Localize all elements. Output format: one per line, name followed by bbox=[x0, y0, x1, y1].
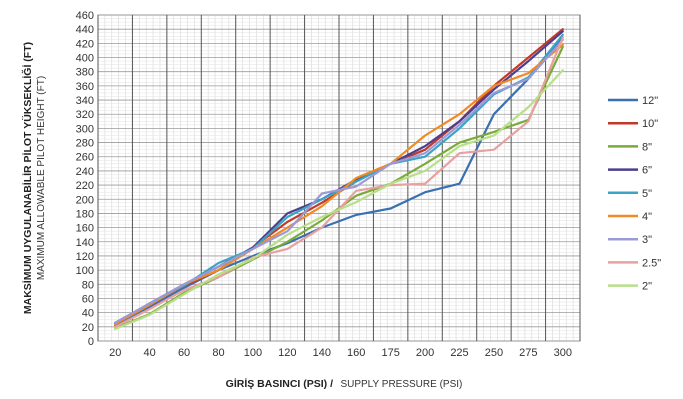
x-axis-ticks: 20 40 60 80 100 120 140 160 175 200 225 250 275 300 bbox=[109, 347, 572, 359]
y-tick-label: 280 bbox=[76, 138, 94, 150]
y-tick-label: 180 bbox=[76, 208, 94, 220]
y-axis-ticks: 0 20 40 60 80 100 120 140 160 180 200 220 240 260 280 3… bbox=[76, 10, 94, 348]
chart-series bbox=[114, 28, 564, 331]
x-tick-label: 20 bbox=[109, 347, 121, 359]
y-tick-label: 420 bbox=[76, 38, 94, 50]
y-tick-label: 400 bbox=[76, 53, 94, 65]
y-tick-label: 120 bbox=[76, 251, 94, 263]
chart-legend: 12" 10" 8" 6" 5" 4" 3" 2.5" 2" bbox=[608, 95, 661, 293]
y-axis-title-primary: MAKSİMUM UYGULANABİLİR PİLOT YÜKSEKLİĞİ … bbox=[21, 42, 34, 314]
y-tick-label: 260 bbox=[76, 152, 94, 164]
y-tick-label: 340 bbox=[76, 95, 94, 107]
y-tick-label: 140 bbox=[76, 237, 94, 249]
legend-label: 3" bbox=[642, 234, 652, 246]
legend-label: 8" bbox=[642, 141, 652, 153]
y-tick-label: 60 bbox=[82, 293, 94, 305]
x-tick-label: 225 bbox=[450, 347, 468, 359]
x-tick-label: 100 bbox=[244, 347, 262, 359]
x-tick-label: 140 bbox=[313, 347, 331, 359]
legend-label: 5" bbox=[642, 188, 652, 200]
legend-label: 12" bbox=[642, 95, 658, 107]
y-tick-label: 440 bbox=[76, 24, 94, 36]
y-tick-label: 460 bbox=[76, 10, 94, 22]
x-tick-label: 60 bbox=[178, 347, 190, 359]
x-tick-label: 80 bbox=[212, 347, 224, 359]
y-tick-label: 200 bbox=[76, 194, 94, 206]
y-axis-title-secondary: MAXIMUM ALLOWABLE PILOT HEIGHT (FT) bbox=[36, 76, 47, 280]
y-tick-label: 20 bbox=[82, 322, 94, 334]
x-tick-label: 40 bbox=[144, 347, 156, 359]
y-tick-label: 240 bbox=[76, 166, 94, 178]
y-tick-label: 360 bbox=[76, 81, 94, 93]
y-tick-label: 80 bbox=[82, 279, 94, 291]
x-tick-label: 175 bbox=[381, 347, 399, 359]
x-axis-title-secondary: SUPPLY PRESSURE (PSI) bbox=[340, 379, 462, 390]
y-tick-label: 40 bbox=[82, 308, 94, 320]
x-tick-label: 275 bbox=[519, 347, 537, 359]
x-tick-label: 120 bbox=[278, 347, 296, 359]
legend-label: 2.5" bbox=[642, 257, 661, 269]
y-tick-label: 0 bbox=[88, 336, 94, 348]
y-tick-label: 320 bbox=[76, 109, 94, 121]
y-tick-label: 160 bbox=[76, 223, 94, 235]
y-tick-label: 300 bbox=[76, 123, 94, 135]
x-axis-title-primary: GİRİŞ BASINCI (PSI) / bbox=[226, 377, 333, 390]
legend-label: 10" bbox=[642, 118, 658, 130]
y-tick-label: 380 bbox=[76, 67, 94, 79]
legend-label: 2" bbox=[642, 281, 652, 293]
legend-label: 4" bbox=[642, 211, 652, 223]
y-tick-label: 100 bbox=[76, 265, 94, 277]
legend-label: 6" bbox=[642, 165, 652, 177]
series-line bbox=[114, 69, 564, 331]
x-tick-label: 200 bbox=[416, 347, 434, 359]
series-line bbox=[114, 38, 564, 324]
x-tick-label: 300 bbox=[554, 347, 572, 359]
x-axis-title: GİRİŞ BASINCI (PSI) / SUPPLY PRESSURE (P… bbox=[226, 374, 463, 391]
x-tick-label: 160 bbox=[347, 347, 365, 359]
x-tick-label: 250 bbox=[485, 347, 503, 359]
series-line bbox=[114, 36, 564, 327]
y-tick-label: 220 bbox=[76, 180, 94, 192]
y-axis-title: MAKSİMUM UYGULANABİLİR PİLOT YÜKSEKLİĞİ … bbox=[21, 42, 47, 314]
